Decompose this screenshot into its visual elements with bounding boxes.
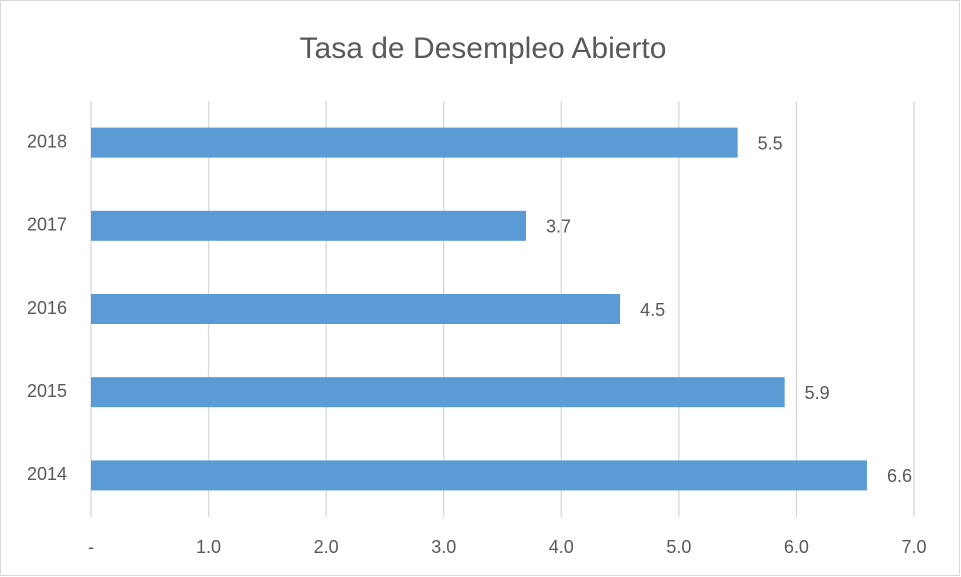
x-tick-label: 3.0 [431, 537, 456, 557]
x-tick-label: 1.0 [196, 537, 221, 557]
data-label: 4.5 [640, 300, 665, 320]
bar [91, 460, 867, 491]
data-label: 5.5 [758, 133, 783, 153]
y-tick-label: 2018 [27, 131, 67, 151]
x-tick-label: - [88, 537, 94, 557]
x-tick-label: 5.0 [666, 537, 691, 557]
bar [91, 210, 527, 241]
x-tick-label: 2.0 [314, 537, 339, 557]
y-tick-label: 2016 [27, 298, 67, 318]
x-tick-label: 6.0 [784, 537, 809, 557]
y-tick-label: 2017 [27, 215, 67, 235]
bar [91, 294, 621, 324]
y-tick-label: 2014 [27, 464, 67, 484]
y-tick-label: 2015 [27, 381, 67, 401]
x-tick-label: 4.0 [549, 537, 574, 557]
data-label: 6.6 [887, 466, 912, 486]
chart-title: Tasa de Desempleo Abierto [300, 32, 667, 65]
bar [91, 127, 738, 158]
bar [91, 377, 785, 408]
x-tick-label: 7.0 [901, 537, 926, 557]
data-label: 3.7 [546, 217, 571, 237]
data-label: 5.9 [805, 383, 830, 403]
